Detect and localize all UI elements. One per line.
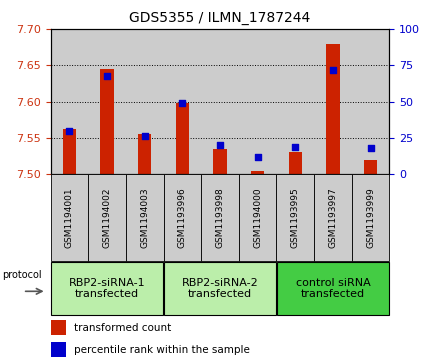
Bar bbox=[100, 69, 114, 174]
FancyBboxPatch shape bbox=[164, 262, 276, 315]
Point bbox=[179, 100, 186, 106]
Bar bbox=[164, 29, 201, 174]
FancyBboxPatch shape bbox=[239, 174, 276, 261]
Bar bbox=[138, 134, 151, 174]
Text: GSM1193996: GSM1193996 bbox=[178, 187, 187, 248]
FancyBboxPatch shape bbox=[126, 174, 164, 261]
Text: GSM1193997: GSM1193997 bbox=[328, 187, 337, 248]
Text: GSM1194002: GSM1194002 bbox=[103, 188, 112, 248]
Text: RBP2-siRNA-1
transfected: RBP2-siRNA-1 transfected bbox=[69, 278, 145, 299]
Point bbox=[66, 128, 73, 134]
Point bbox=[216, 142, 224, 148]
Bar bbox=[51, 320, 66, 335]
FancyBboxPatch shape bbox=[88, 174, 126, 261]
FancyBboxPatch shape bbox=[51, 262, 163, 315]
Text: GSM1194003: GSM1194003 bbox=[140, 187, 149, 248]
Bar bbox=[251, 171, 264, 174]
Text: GSM1193995: GSM1193995 bbox=[291, 187, 300, 248]
Bar bbox=[364, 160, 377, 174]
Bar bbox=[239, 29, 276, 174]
FancyBboxPatch shape bbox=[352, 174, 389, 261]
Text: GSM1194000: GSM1194000 bbox=[253, 187, 262, 248]
FancyBboxPatch shape bbox=[277, 262, 389, 315]
Bar bbox=[289, 152, 302, 174]
Point bbox=[103, 73, 110, 78]
Text: control siRNA
transfected: control siRNA transfected bbox=[296, 278, 370, 299]
Bar bbox=[176, 103, 189, 174]
Point bbox=[292, 144, 299, 150]
Text: GSM1193998: GSM1193998 bbox=[216, 187, 224, 248]
Bar bbox=[63, 129, 76, 174]
Bar bbox=[126, 29, 164, 174]
FancyBboxPatch shape bbox=[164, 174, 201, 261]
Text: percentile rank within the sample: percentile rank within the sample bbox=[74, 345, 250, 355]
Bar bbox=[326, 44, 340, 174]
Bar bbox=[88, 29, 126, 174]
Bar bbox=[51, 29, 88, 174]
Title: GDS5355 / ILMN_1787244: GDS5355 / ILMN_1787244 bbox=[129, 11, 311, 25]
FancyBboxPatch shape bbox=[51, 174, 88, 261]
Point bbox=[367, 145, 374, 151]
Bar bbox=[201, 29, 239, 174]
Bar bbox=[352, 29, 389, 174]
FancyBboxPatch shape bbox=[276, 174, 314, 261]
Text: RBP2-siRNA-2
transfected: RBP2-siRNA-2 transfected bbox=[182, 278, 258, 299]
Bar bbox=[314, 29, 352, 174]
FancyBboxPatch shape bbox=[314, 174, 352, 261]
Text: protocol: protocol bbox=[3, 270, 42, 280]
Bar bbox=[51, 342, 66, 357]
Point bbox=[254, 154, 261, 160]
Text: transformed count: transformed count bbox=[74, 323, 171, 333]
Text: GSM1193999: GSM1193999 bbox=[366, 187, 375, 248]
FancyBboxPatch shape bbox=[201, 174, 239, 261]
Point bbox=[330, 67, 337, 73]
Point bbox=[141, 134, 148, 139]
Text: GSM1194001: GSM1194001 bbox=[65, 187, 74, 248]
Bar bbox=[276, 29, 314, 174]
Bar bbox=[213, 149, 227, 174]
